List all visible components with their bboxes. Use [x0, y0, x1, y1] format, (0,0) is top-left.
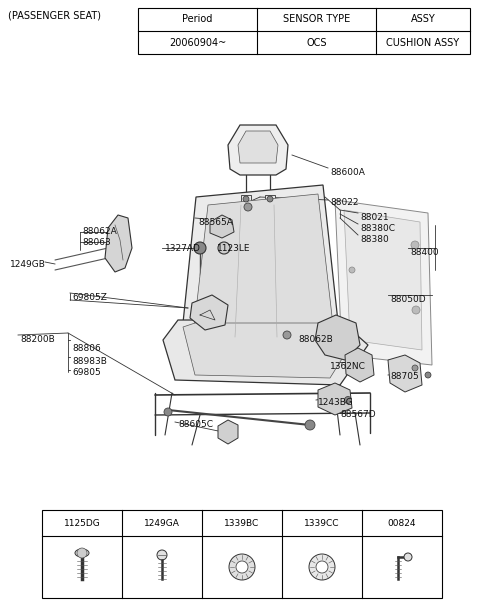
Circle shape: [194, 242, 206, 254]
Text: 88705: 88705: [390, 372, 419, 381]
Text: SENSOR TYPE: SENSOR TYPE: [283, 15, 350, 25]
Text: ASSY: ASSY: [410, 15, 435, 25]
Text: 00824: 00824: [388, 518, 416, 527]
Polygon shape: [265, 195, 275, 205]
Polygon shape: [238, 131, 278, 163]
Circle shape: [349, 267, 355, 273]
Polygon shape: [163, 320, 368, 385]
Circle shape: [425, 372, 431, 378]
Text: 69805Z: 69805Z: [72, 293, 107, 302]
Circle shape: [412, 306, 420, 314]
Circle shape: [164, 408, 172, 416]
Circle shape: [243, 196, 249, 202]
Polygon shape: [190, 295, 228, 330]
Circle shape: [229, 554, 255, 580]
Text: OCS: OCS: [306, 37, 327, 47]
Polygon shape: [228, 125, 288, 175]
Text: 1249GB: 1249GB: [10, 260, 46, 269]
Text: 88062B: 88062B: [298, 335, 333, 344]
Text: 88050D: 88050D: [390, 295, 426, 304]
Polygon shape: [210, 215, 234, 238]
Text: 1249GA: 1249GA: [144, 518, 180, 527]
Text: 88380: 88380: [360, 235, 389, 244]
Circle shape: [309, 554, 335, 580]
Polygon shape: [315, 315, 360, 360]
Text: 69805: 69805: [72, 368, 101, 377]
Polygon shape: [180, 185, 340, 352]
Polygon shape: [388, 355, 422, 392]
Text: CUSHION ASSY: CUSHION ASSY: [386, 37, 459, 47]
Text: 1339CC: 1339CC: [304, 518, 340, 527]
Text: 1243BG: 1243BG: [318, 398, 354, 407]
Circle shape: [267, 196, 273, 202]
Circle shape: [316, 561, 328, 573]
Circle shape: [411, 241, 419, 249]
Polygon shape: [105, 215, 132, 272]
Text: 88062A: 88062A: [82, 227, 117, 236]
Polygon shape: [345, 348, 374, 382]
Text: 88063: 88063: [82, 238, 111, 247]
Text: 1339BC: 1339BC: [224, 518, 260, 527]
Polygon shape: [318, 383, 352, 415]
Bar: [42, 510, 442, 598]
Text: 88600A: 88600A: [330, 168, 365, 177]
Text: 88567D: 88567D: [340, 410, 376, 419]
Text: 88806: 88806: [72, 344, 101, 353]
Text: 20060904~: 20060904~: [169, 37, 226, 47]
Text: 1123LE: 1123LE: [217, 244, 251, 253]
Polygon shape: [193, 194, 333, 337]
Ellipse shape: [75, 549, 89, 557]
Polygon shape: [335, 200, 432, 365]
Circle shape: [404, 553, 412, 561]
Circle shape: [77, 548, 87, 558]
Circle shape: [305, 420, 315, 430]
Circle shape: [236, 561, 248, 573]
Bar: [138, 8, 470, 54]
Polygon shape: [218, 420, 238, 444]
Text: Period: Period: [182, 15, 213, 25]
Circle shape: [345, 397, 351, 403]
Text: 88605C: 88605C: [178, 420, 213, 429]
Circle shape: [218, 242, 230, 254]
Text: 88565A: 88565A: [198, 218, 233, 227]
Text: 1125DG: 1125DG: [64, 518, 100, 527]
Text: 1327AD: 1327AD: [165, 244, 201, 253]
Polygon shape: [183, 323, 355, 378]
Circle shape: [283, 331, 291, 339]
Circle shape: [244, 203, 252, 211]
Circle shape: [412, 365, 418, 371]
Text: 88380C: 88380C: [360, 224, 395, 233]
Text: 88021: 88021: [360, 213, 389, 222]
Circle shape: [157, 550, 167, 560]
Text: 88022: 88022: [330, 198, 359, 207]
Text: 88983B: 88983B: [72, 357, 107, 366]
Text: 1362NC: 1362NC: [330, 362, 366, 371]
Polygon shape: [344, 210, 422, 350]
Text: 88400: 88400: [410, 248, 439, 257]
Text: (PASSENGER SEAT): (PASSENGER SEAT): [8, 11, 101, 21]
Text: 88200B: 88200B: [20, 335, 55, 344]
Polygon shape: [241, 195, 251, 205]
